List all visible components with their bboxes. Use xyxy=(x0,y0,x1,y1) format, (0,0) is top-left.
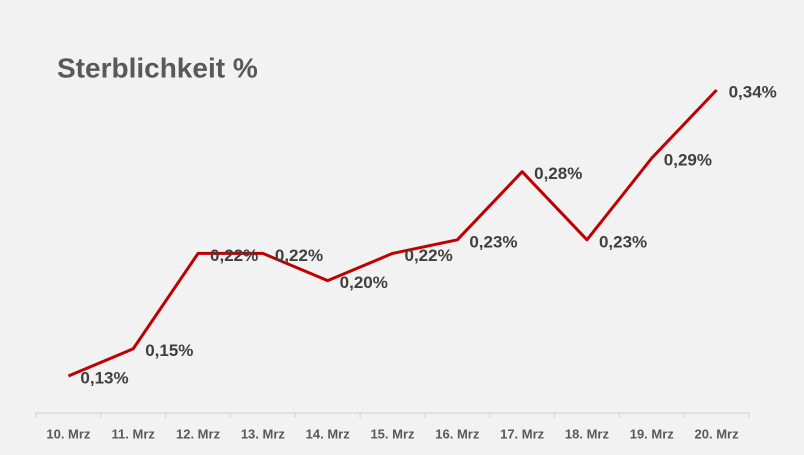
x-tick-label: 18. Mrz xyxy=(565,426,610,441)
x-tick-label: 16. Mrz xyxy=(435,426,480,441)
data-label: 0,28% xyxy=(534,164,582,183)
x-tick-label: 12. Mrz xyxy=(176,426,221,441)
data-label: 0,15% xyxy=(145,341,193,360)
data-label: 0,22% xyxy=(405,246,453,265)
data-label: 0,20% xyxy=(340,273,388,292)
data-label: 0,22% xyxy=(275,246,323,265)
x-tick-label: 15. Mrz xyxy=(370,426,415,441)
x-tick-label: 19. Mrz xyxy=(630,426,675,441)
x-tick-label: 17. Mrz xyxy=(500,426,545,441)
data-label: 0,23% xyxy=(469,232,517,251)
data-label: 0,22% xyxy=(210,246,258,265)
data-label: 0,29% xyxy=(664,151,712,170)
x-tick-label: 20. Mrz xyxy=(695,426,740,441)
x-tick-label: 10. Mrz xyxy=(46,426,91,441)
x-tick-label: 14. Mrz xyxy=(306,426,351,441)
x-tick-label: 11. Mrz xyxy=(112,426,156,441)
line xyxy=(67,88,718,378)
x-tick-label: 13. Mrz xyxy=(241,426,286,441)
data-label: 0,23% xyxy=(599,232,647,251)
data-label: 0,34% xyxy=(729,82,777,101)
chart-title: Sterblichkeit % xyxy=(57,52,258,83)
data-label: 0,13% xyxy=(80,368,128,387)
